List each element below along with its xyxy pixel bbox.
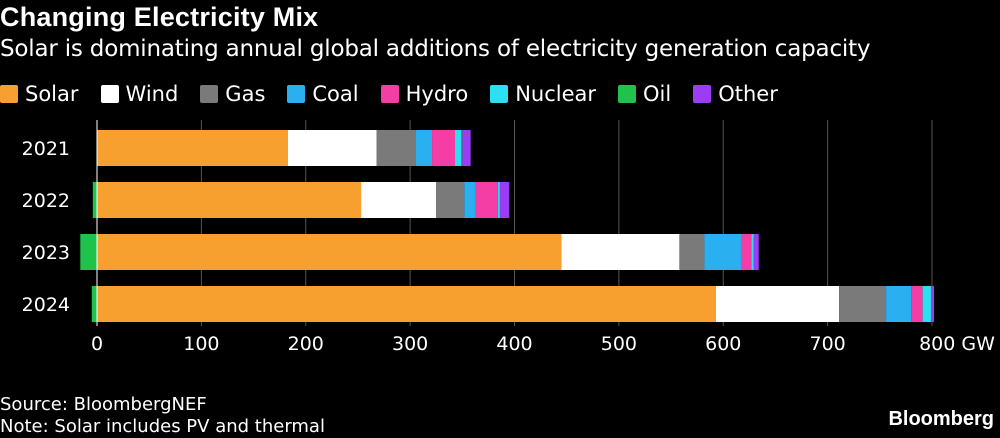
chart-subtitle: Solar is dominating annual global additi… bbox=[0, 36, 871, 62]
category-label: 2023 bbox=[22, 242, 70, 264]
legend-swatch bbox=[100, 85, 119, 103]
legend-item-wind: Wind bbox=[100, 81, 179, 107]
bar-2021-wind bbox=[288, 130, 377, 166]
legend-swatch bbox=[618, 85, 637, 103]
bar-2023-hydro bbox=[740, 234, 752, 270]
bar-2022-wind bbox=[361, 182, 437, 218]
chart-title: Changing Electricity Mix bbox=[0, 2, 319, 32]
footnote: Note: Solar includes PV and thermal bbox=[0, 416, 325, 437]
x-tick-label: 100 bbox=[183, 333, 219, 355]
legend-swatch bbox=[0, 85, 18, 103]
bar-2021-solar bbox=[97, 130, 289, 166]
bar-2022-nuclear bbox=[497, 182, 500, 218]
legend-item-oil: Oil bbox=[618, 81, 671, 107]
bar-2024-coal bbox=[886, 286, 912, 322]
bar-2023-gas bbox=[679, 234, 705, 270]
x-tick-label: 700 bbox=[809, 333, 845, 355]
legend-label: Gas bbox=[225, 82, 266, 106]
bar-2024-gas bbox=[839, 286, 887, 322]
legend-label: Solar bbox=[25, 82, 79, 106]
x-tick-label: 600 bbox=[705, 333, 741, 355]
legend-swatch bbox=[287, 85, 306, 103]
bar-2023-coal bbox=[704, 234, 741, 270]
legend-swatch bbox=[490, 85, 509, 103]
legend: Solar Wind Gas Coal Hydro Nuclear Oil Other bbox=[0, 80, 800, 108]
category-label: 2022 bbox=[22, 190, 70, 212]
bar-2024-other bbox=[930, 286, 935, 322]
bar-2022-other bbox=[499, 182, 510, 218]
bar-2022-coal bbox=[464, 182, 476, 218]
bar-2021-gas bbox=[376, 130, 416, 166]
category-label: 2024 bbox=[22, 294, 70, 316]
bar-2024-oil bbox=[91, 286, 97, 322]
chart: 2021 2022 2023 2024 0 100 200 300 400 500 600 700 80… bbox=[22, 120, 995, 355]
legend-item-gas: Gas bbox=[200, 81, 265, 107]
bar-2021-oil bbox=[461, 130, 463, 166]
category-label: 2021 bbox=[22, 138, 70, 160]
bar-2021-hydro bbox=[432, 130, 456, 166]
bar-2023-solar bbox=[97, 234, 562, 270]
x-tick-label: 0 bbox=[91, 333, 103, 355]
legend-item-other: Other bbox=[693, 81, 778, 107]
bar-2021-other bbox=[462, 130, 471, 166]
bloomberg-logo: Bloomberg bbox=[888, 408, 994, 430]
bar-2024-solar bbox=[97, 286, 716, 322]
legend-item-coal: Coal bbox=[287, 81, 359, 107]
bar-2021-coal bbox=[415, 130, 433, 166]
x-tick-label: 500 bbox=[601, 333, 637, 355]
source-note: Source: BloombergNEF bbox=[0, 394, 207, 415]
bar-2022-solar bbox=[97, 182, 362, 218]
legend-label: Oil bbox=[643, 82, 672, 106]
bar-2022-gas bbox=[436, 182, 465, 218]
legend-swatch bbox=[200, 85, 219, 103]
x-tick-label: 200 bbox=[288, 333, 324, 355]
bar-2024-nuclear bbox=[922, 286, 931, 322]
bar-2024-hydro bbox=[911, 286, 923, 322]
x-tick-label: 800 GW bbox=[919, 333, 995, 355]
bar-2022-oil bbox=[92, 182, 97, 218]
legend-item-nuclear: Nuclear bbox=[490, 81, 596, 107]
legend-label: Hydro bbox=[405, 82, 469, 106]
legend-swatch bbox=[693, 85, 712, 103]
x-tick-label: 300 bbox=[392, 333, 428, 355]
legend-item-hydro: Hydro bbox=[380, 81, 469, 107]
bar-2023-other bbox=[753, 234, 759, 270]
bar-2023-nuclear bbox=[751, 234, 754, 270]
legend-item-solar: Solar bbox=[0, 81, 79, 107]
x-tick-label: 400 bbox=[496, 333, 532, 355]
bar-2022-hydro bbox=[475, 182, 498, 218]
bar-2021-nuclear bbox=[455, 130, 462, 166]
legend-label: Wind bbox=[125, 82, 179, 106]
legend-swatch bbox=[380, 85, 399, 103]
legend-label: Nuclear bbox=[515, 82, 597, 106]
legend-label: Coal bbox=[312, 82, 359, 106]
bar-2023-wind bbox=[561, 234, 680, 270]
bar-2024-wind bbox=[715, 286, 840, 322]
bar-2023-oil bbox=[80, 234, 97, 270]
legend-label: Other bbox=[718, 82, 778, 106]
